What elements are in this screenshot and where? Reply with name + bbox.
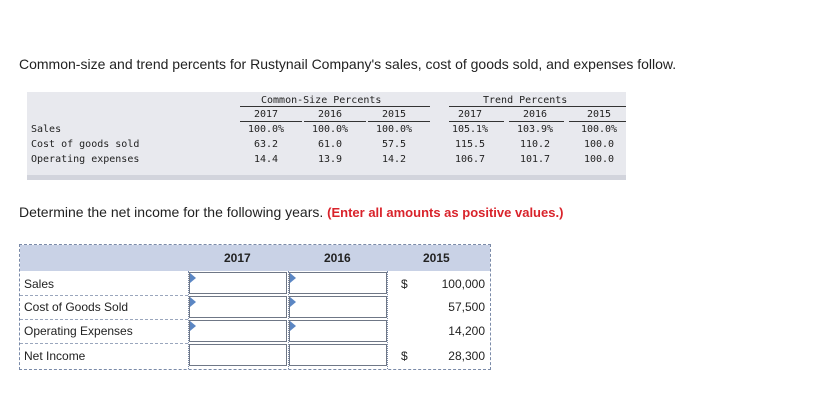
cogs-2015-value: 57,500 [448,300,485,314]
table-cell: 100.0 [583,139,615,150]
grid-row-label-sales: Sales [24,277,55,291]
row-label-sales: Sales [31,124,62,135]
table-cell: 100.0% [311,124,349,135]
opex-2017-input[interactable] [189,320,287,342]
instruction: Determine the net income for the followi… [19,204,563,220]
common-year-2017: 2017 [253,109,279,120]
row-label-opex: Operating expenses [31,154,140,165]
instruction-emphasis: (Enter all amounts as positive values.) [327,205,564,220]
net-income-2015-value: 28,300 [448,349,485,363]
table-cell: 110.2 [519,139,551,150]
cogs-2017-input[interactable] [189,296,287,318]
trend-year-2016: 2016 [522,109,548,120]
table-cell: 57.5 [381,139,407,150]
sales-2015-value: 100,000 [441,277,485,291]
table-cell: 63.2 [253,139,279,150]
currency-symbol: $ [401,349,408,363]
table-cell: 100.0% [247,124,285,135]
row-label-cogs: Cost of goods sold [31,139,140,150]
sales-2017-input[interactable] [189,272,287,294]
common-year-2016: 2016 [317,109,343,120]
table-cell: 13.9 [317,154,343,165]
grid-col-2016: 2016 [324,251,351,265]
table-cell: 105.1% [451,124,489,135]
net-income-answer-grid: 2017 2016 2015 Sales $ 100,000 Cost of G… [19,244,491,370]
grid-row-label-net-income: Net Income [24,349,86,363]
trend-year-2017: 2017 [457,109,483,120]
trend-year-2015: 2015 [586,109,612,120]
common-year-2015: 2015 [381,109,407,120]
table-cell: 103.9% [516,124,554,135]
table-cell: 100.0 [583,154,615,165]
table-cell: 101.7 [519,154,551,165]
common-size-header: Common-Size Percents [261,95,382,106]
sales-2016-input[interactable] [289,272,387,294]
grid-col-2015: 2015 [423,251,450,265]
opex-2015-value: 14,200 [448,324,485,338]
table-cell: 14.2 [381,154,407,165]
table-cell: 14.4 [253,154,279,165]
problem-intro: Common-size and trend percents for Rusty… [19,56,677,72]
instruction-text: Determine the net income for the followi… [19,204,324,220]
cogs-2016-input[interactable] [289,296,387,318]
table-cell: 100.0% [580,124,618,135]
grid-row-label-cogs: Cost of Goods Sold [24,300,129,314]
table-cell: 100.0% [375,124,413,135]
percent-data-table: Common-Size Percents Trend Percents 2017… [27,92,626,180]
opex-2016-input[interactable] [289,320,387,342]
table-cell: 61.0 [317,139,343,150]
grid-header [20,245,490,271]
net-income-2016-input[interactable] [289,344,387,366]
net-income-2017-input[interactable] [189,344,287,366]
grid-row-label-opex: Operating Expenses [24,324,133,338]
table-cell: 106.7 [454,154,486,165]
grid-col-2017: 2017 [224,251,251,265]
table-cell: 115.5 [454,139,486,150]
trend-header: Trend Percents [483,95,568,106]
currency-symbol: $ [401,277,408,291]
